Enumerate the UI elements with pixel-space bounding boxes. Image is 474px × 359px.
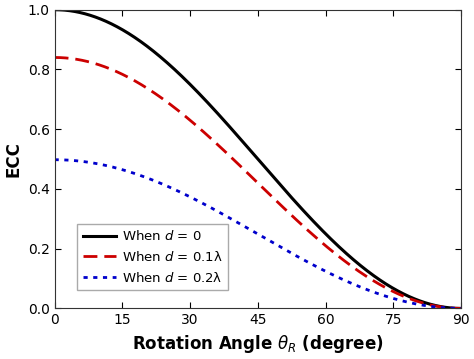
- When $d$ = 0.2λ: [372, 290, 377, 295]
- When $d$ = 0.1λ: [238, 165, 244, 169]
- When $d$ = 0.1λ: [73, 57, 78, 61]
- Line: When $d$ = 0.2λ: When $d$ = 0.2λ: [55, 160, 461, 308]
- When $d$ = 0.2λ: [52, 158, 57, 162]
- When $d$ = 0.2λ: [238, 223, 244, 227]
- When $d$ = 0: [52, 8, 57, 12]
- When $d$ = 0.2λ: [249, 229, 255, 233]
- When $d$ = 0.2λ: [447, 306, 452, 310]
- When $d$ = 0: [249, 150, 255, 155]
- When $d$ = 0: [372, 274, 377, 279]
- When $d$ = 0: [446, 306, 452, 310]
- When $d$ = 0.1λ: [446, 306, 452, 310]
- X-axis label: Rotation Angle $\theta_R$ (degree): Rotation Angle $\theta_R$ (degree): [132, 333, 383, 355]
- Line: When $d$ = 0: When $d$ = 0: [55, 10, 461, 308]
- When $d$ = 0.1λ: [372, 279, 377, 284]
- Legend: When $d$ = 0, When $d$ = 0.1λ, When $d$ = 0.2λ: When $d$ = 0, When $d$ = 0.1λ, When $d$ …: [77, 224, 228, 290]
- When $d$ = 0.2λ: [73, 159, 78, 163]
- When $d$ = 0.1λ: [52, 55, 57, 60]
- When $d$ = 0.1λ: [249, 176, 255, 180]
- When $d$ = 0: [447, 306, 452, 310]
- When $d$ = 0: [238, 138, 244, 143]
- When $d$ = 0.1λ: [447, 306, 452, 310]
- When $d$ = 0.2λ: [446, 306, 452, 310]
- Line: When $d$ = 0.1λ: When $d$ = 0.1λ: [55, 57, 461, 308]
- When $d$ = 0: [458, 306, 464, 311]
- When $d$ = 0.2λ: [458, 306, 464, 311]
- When $d$ = 0: [73, 9, 78, 14]
- When $d$ = 0.1λ: [458, 306, 464, 311]
- Y-axis label: ECC: ECC: [4, 141, 22, 177]
